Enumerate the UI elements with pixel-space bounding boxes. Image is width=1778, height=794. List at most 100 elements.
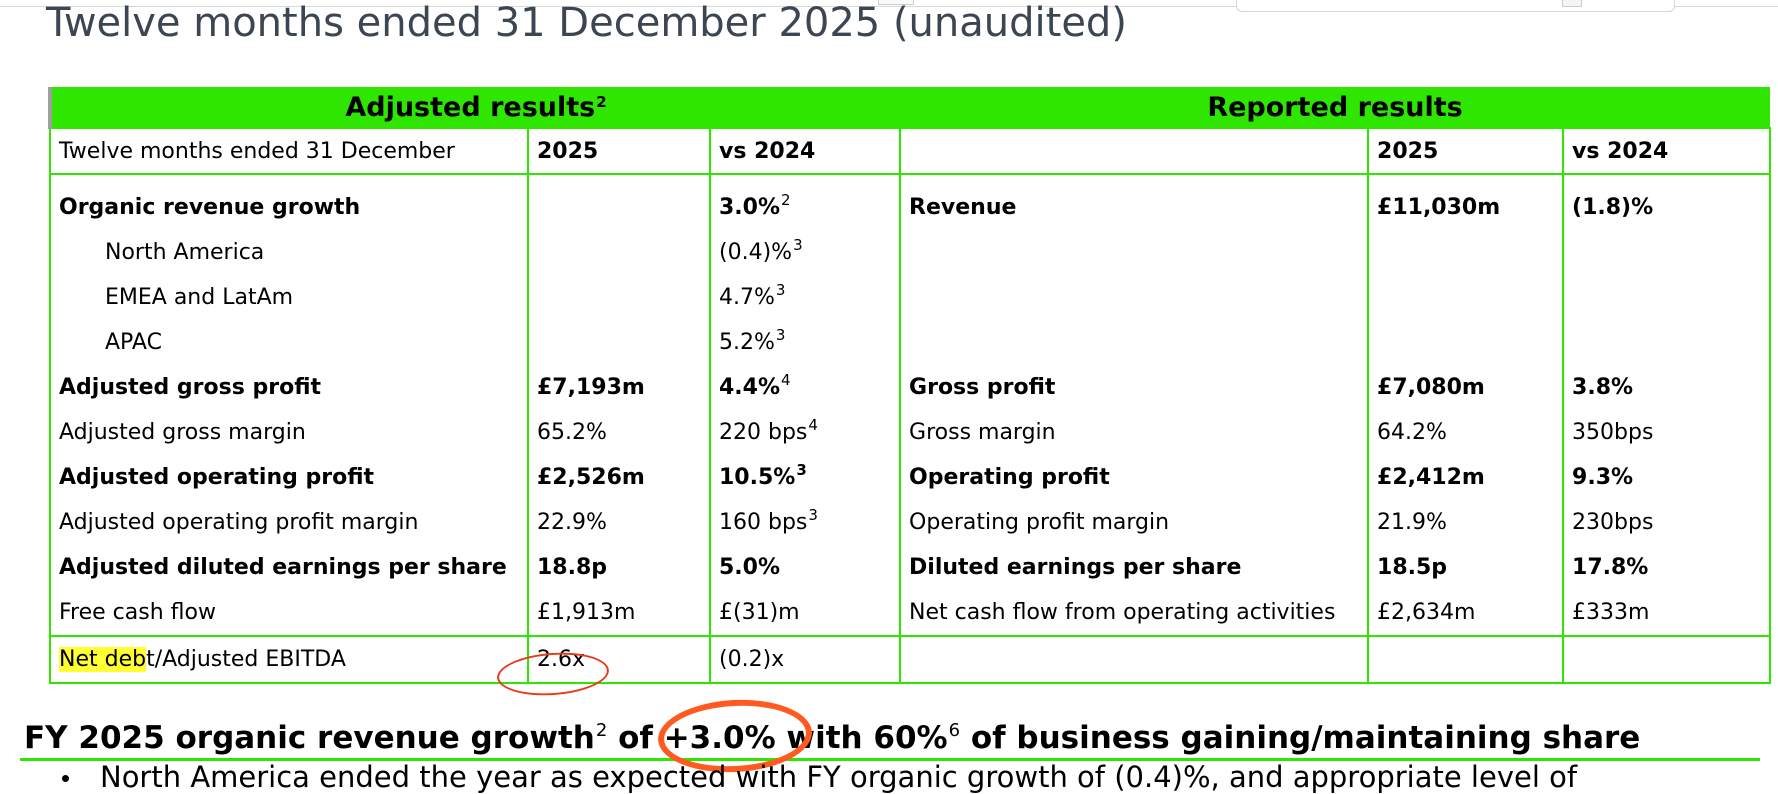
adjusted-vs-value: 220 bps4 — [708, 410, 902, 455]
table-row: Adjusted diluted earnings per share 18.8… — [49, 545, 1772, 590]
reported-value — [1367, 275, 1565, 320]
reported-value — [1367, 230, 1565, 275]
bullet-text: North America ended the year as expected… — [100, 760, 1578, 794]
adjusted-metric: APAC — [49, 320, 529, 365]
adjusted-vs-value: 4.4%4 — [708, 365, 902, 410]
adjusted-metric: EMEA and LatAm — [49, 275, 529, 320]
reported-vs-value: £333m — [1562, 590, 1772, 636]
period-label: Twelve months ended 31 December — [49, 127, 529, 175]
reported-vs-value: 9.3% — [1562, 455, 1772, 500]
reported-vs-value — [1562, 635, 1772, 684]
adjusted-vs-value: £(31)m — [708, 590, 902, 636]
table-row: APAC 5.2%3 — [49, 320, 1772, 365]
reported-value — [1367, 320, 1565, 365]
highlighted-text: Net deb — [59, 647, 147, 672]
reported-metric: Revenue — [899, 185, 1370, 230]
adjusted-vs-value: 5.0% — [708, 545, 902, 590]
adjusted-vs-value: 10.5%3 — [708, 455, 902, 500]
adjusted-metric: Adjusted operating profit margin — [49, 500, 529, 545]
adjusted-vs-value: (0.2)x — [708, 635, 902, 684]
table-row: Adjusted gross margin 65.2% 220 bps4 Gro… — [49, 410, 1772, 455]
adjusted-metric: Adjusted gross profit — [49, 365, 529, 410]
adjusted-value — [527, 275, 711, 320]
reported-metric-header — [899, 127, 1370, 175]
adjusted-vs-header: vs 2024 — [708, 127, 902, 175]
reported-value: 21.9% — [1367, 500, 1565, 545]
adjusted-value: 65.2% — [527, 410, 711, 455]
table-row: Adjusted operating profit £2,526m 10.5%3… — [49, 455, 1772, 500]
adjusted-metric: Adjusted operating profit — [49, 455, 529, 500]
reported-metric — [899, 275, 1370, 320]
table-row: Organic revenue growth 3.0%2 Revenue £11… — [49, 185, 1772, 230]
panel-tab[interactable] — [1562, 0, 1582, 7]
adjusted-vs-value: 5.2%3 — [708, 320, 902, 365]
results-band-row: Adjusted results2 Reported results — [47, 87, 1771, 128]
spacer-row — [49, 174, 1772, 185]
reported-metric — [899, 635, 1370, 684]
reported-vs-header: vs 2024 — [1562, 127, 1772, 175]
adjusted-vs-value: 4.7%3 — [708, 275, 902, 320]
adjusted-results-heading: Adjusted results2 — [47, 87, 901, 128]
reported-metric: Gross profit — [899, 365, 1370, 410]
adjusted-metric: Net debt/Adjusted EBITDA — [49, 635, 529, 684]
growth-figure: +3.0% — [663, 720, 776, 756]
reported-value — [1367, 635, 1565, 684]
reported-results-heading: Reported results — [900, 87, 1771, 128]
adjusted-metric: Adjusted gross margin — [49, 410, 529, 455]
section-headline: FY 2025 organic revenue growth2 of +3.0%… — [24, 720, 1641, 756]
reported-metric: Gross margin — [899, 410, 1370, 455]
adjusted-vs-value: 3.0%2 — [708, 185, 902, 230]
reported-metric: Operating profit margin — [899, 500, 1370, 545]
reported-value: £11,030m — [1367, 185, 1565, 230]
results-table: Adjusted results2 Reported results Twelv… — [47, 87, 1772, 684]
table-row-net-debt: Net debt/Adjusted EBITDA 2.6x (0.2)x — [49, 635, 1772, 684]
table-row: North America (0.4)%3 — [49, 230, 1772, 275]
reported-vs-value — [1562, 320, 1772, 365]
table-row: EMEA and LatAm 4.7%3 — [49, 275, 1772, 320]
adjusted-value — [527, 230, 711, 275]
reported-metric — [899, 230, 1370, 275]
reported-value: 18.5p — [1367, 545, 1565, 590]
adjusted-metric: Free cash flow — [49, 590, 529, 636]
adjusted-value: £1,913m — [527, 590, 711, 636]
page-title: Twelve months ended 31 December 2025 (un… — [46, 0, 1127, 46]
adjusted-value: 2.6x — [527, 635, 711, 684]
top-divider — [0, 6, 1778, 7]
adjusted-metric: Adjusted diluted earnings per share — [49, 545, 529, 590]
reported-vs-value — [1562, 275, 1772, 320]
reported-vs-value: 350bps — [1562, 410, 1772, 455]
headline-underline — [20, 758, 1760, 761]
reported-value: 64.2% — [1367, 410, 1565, 455]
reported-vs-value: (1.8)% — [1562, 185, 1772, 230]
adjusted-value — [527, 320, 711, 365]
adjusted-value: 22.9% — [527, 500, 711, 545]
adjusted-value: 18.8p — [527, 545, 711, 590]
reported-year-header: 2025 — [1367, 127, 1565, 175]
reported-metric — [899, 320, 1370, 365]
adjusted-metric: Organic revenue growth — [49, 185, 529, 230]
scroll-grip[interactable] — [878, 0, 914, 5]
reported-value: £2,634m — [1367, 590, 1565, 636]
adjusted-value: £7,193m — [527, 365, 711, 410]
table-row: Adjusted gross profit £7,193m 4.4%4 Gros… — [49, 365, 1772, 410]
table-row: Adjusted operating profit margin 22.9% 1… — [49, 500, 1772, 545]
reported-value: £2,412m — [1367, 455, 1565, 500]
adjusted-vs-value: 160 bps3 — [708, 500, 902, 545]
reported-metric: Operating profit — [899, 455, 1370, 500]
adjusted-value — [527, 185, 711, 230]
adjusted-vs-value: (0.4)%3 — [708, 230, 902, 275]
reported-vs-value: 230bps — [1562, 500, 1772, 545]
table-row: Free cash flow £1,913m £(31)m Net cash f… — [49, 590, 1772, 636]
adjusted-year-header: 2025 — [527, 127, 711, 175]
reported-vs-value: 17.8% — [1562, 545, 1772, 590]
floating-panel — [1236, 0, 1675, 12]
reported-vs-value — [1562, 230, 1772, 275]
adjusted-value: £2,526m — [527, 455, 711, 500]
reported-metric: Net cash flow from operating activities — [899, 590, 1370, 636]
reported-value: £7,080m — [1367, 365, 1565, 410]
reported-vs-value: 3.8% — [1562, 365, 1772, 410]
reported-metric: Diluted earnings per share — [899, 545, 1370, 590]
column-header-row: Twelve months ended 31 December 2025 vs … — [49, 127, 1772, 175]
bullet-icon — [62, 775, 69, 782]
adjusted-metric: North America — [49, 230, 529, 275]
